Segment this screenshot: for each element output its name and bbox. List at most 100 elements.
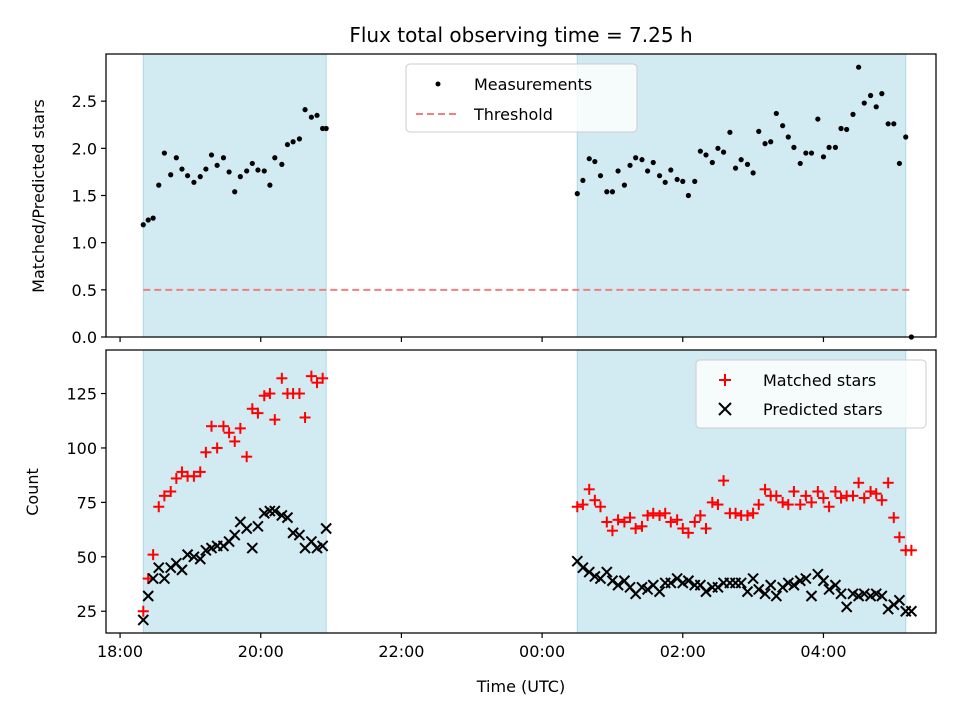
- legend-predicted-label: Predicted stars: [763, 400, 883, 419]
- measurement-point: [161, 150, 167, 156]
- matched-star-point: [252, 407, 264, 419]
- matched-star-point: [829, 486, 841, 497]
- measurement-point: [715, 145, 721, 151]
- predicted-star-point: [137, 614, 149, 626]
- predicted-star-point: [577, 561, 589, 574]
- measurements-series: [140, 64, 914, 340]
- matched-star-point: [612, 514, 624, 526]
- predicted-star-point: [153, 561, 165, 574]
- predicted-star-point: [158, 572, 171, 585]
- measurement-point: [844, 126, 850, 133]
- predicted-star-point: [800, 572, 812, 585]
- y-tick-label: 100: [66, 439, 97, 458]
- predicted-star-point: [747, 572, 759, 585]
- measurement-point: [838, 125, 844, 132]
- matched-star-point: [311, 377, 323, 389]
- matched-star-point: [583, 483, 595, 495]
- measurement-point: [732, 165, 739, 171]
- measurement-point: [885, 121, 891, 127]
- legend-predicted-marker: [718, 402, 732, 416]
- predicted-star-point: [823, 583, 835, 596]
- measurement-point: [639, 157, 645, 163]
- predicted-star-point: [181, 548, 194, 561]
- bottom-legend: Matched stars Predicted stars: [695, 359, 927, 429]
- matched-star-point: [606, 525, 618, 537]
- bottom-y-ticks: 25 50 75 100 125: [66, 385, 106, 621]
- bottom-y-axis-label: Count: [23, 468, 42, 516]
- matched-star-point: [823, 501, 835, 513]
- y-tick-label: 2.5: [72, 92, 97, 111]
- measurement-point: [314, 112, 320, 118]
- predicted-star-point: [835, 588, 847, 600]
- measurement-point: [867, 92, 874, 99]
- matched-star-point: [882, 477, 894, 489]
- predicted-star-point: [829, 579, 842, 591]
- matched-star-point: [246, 403, 258, 415]
- matched-star-point: [200, 446, 212, 458]
- matched-star-point: [689, 516, 701, 528]
- measurement-point: [692, 178, 698, 184]
- predicted-star-point: [142, 590, 154, 602]
- measurement-point: [267, 182, 273, 188]
- measurement-point: [773, 110, 779, 117]
- measurement-point: [797, 160, 803, 167]
- measurement-point: [703, 152, 709, 158]
- predicted-star-point: [229, 529, 241, 541]
- matched-star-point: [234, 422, 246, 434]
- measurement-point: [621, 182, 627, 188]
- y-tick-label: 75: [77, 493, 97, 512]
- matched-star-point: [217, 420, 229, 432]
- predicted-star-point: [893, 594, 906, 607]
- matched-star-point: [858, 492, 870, 504]
- measurement-point: [768, 139, 774, 145]
- predicted-star-point: [653, 585, 666, 598]
- predicted-star-point: [612, 579, 624, 591]
- predicted-star-point: [700, 585, 712, 598]
- matched-star-point: [777, 496, 789, 508]
- predicted-star-point: [741, 585, 754, 598]
- matched-star-point: [893, 531, 905, 543]
- predicted-star-point: [665, 577, 677, 589]
- matched-stars-series: [137, 370, 917, 617]
- measurement-point: [650, 159, 656, 166]
- measurement-point: [627, 162, 633, 168]
- matched-star-point: [276, 372, 288, 384]
- matched-star-point: [700, 523, 712, 535]
- matched-star-point: [589, 494, 601, 506]
- predicted-star-point: [147, 572, 159, 585]
- predicted-star-point: [840, 601, 853, 613]
- matched-star-point: [170, 472, 182, 484]
- measurement-point: [856, 64, 862, 70]
- matched-star-point: [211, 442, 223, 454]
- y-tick-label: 1.5: [72, 187, 97, 206]
- figure-title: Flux total observing time = 7.25 h: [349, 23, 692, 47]
- measurement-point: [738, 157, 744, 163]
- predicted-star-point: [176, 564, 188, 576]
- measurement-point: [203, 166, 209, 172]
- measurement-point: [580, 177, 586, 184]
- measurement-point: [279, 161, 285, 167]
- measurement-point: [237, 174, 243, 180]
- measurement-point: [308, 114, 314, 120]
- bottom-legend-box: [695, 359, 927, 429]
- predicted-star-point: [264, 505, 276, 517]
- predicted-star-point: [293, 529, 306, 541]
- measurement-point: [296, 136, 303, 142]
- matched-star-point: [601, 516, 613, 528]
- measurement-point: [255, 167, 261, 173]
- predicted-star-point: [287, 527, 299, 539]
- matched-star-point: [671, 514, 683, 526]
- matched-star-point: [305, 370, 317, 382]
- matched-star-point: [677, 523, 689, 535]
- predicted-star-point: [194, 553, 206, 565]
- measurement-point: [173, 155, 179, 161]
- matched-star-point: [158, 490, 170, 502]
- measurement-point: [744, 161, 751, 167]
- measurement-point: [850, 111, 856, 117]
- legend-matched-marker: [719, 374, 731, 386]
- top-y-ticks: 0.0 0.5 1.0 1.5 2.0 2.5: [72, 92, 106, 347]
- matched-star-point: [747, 507, 759, 519]
- bottom-axes-frame: [105, 349, 937, 634]
- measurement-point: [226, 169, 232, 175]
- matched-star-point: [794, 499, 806, 511]
